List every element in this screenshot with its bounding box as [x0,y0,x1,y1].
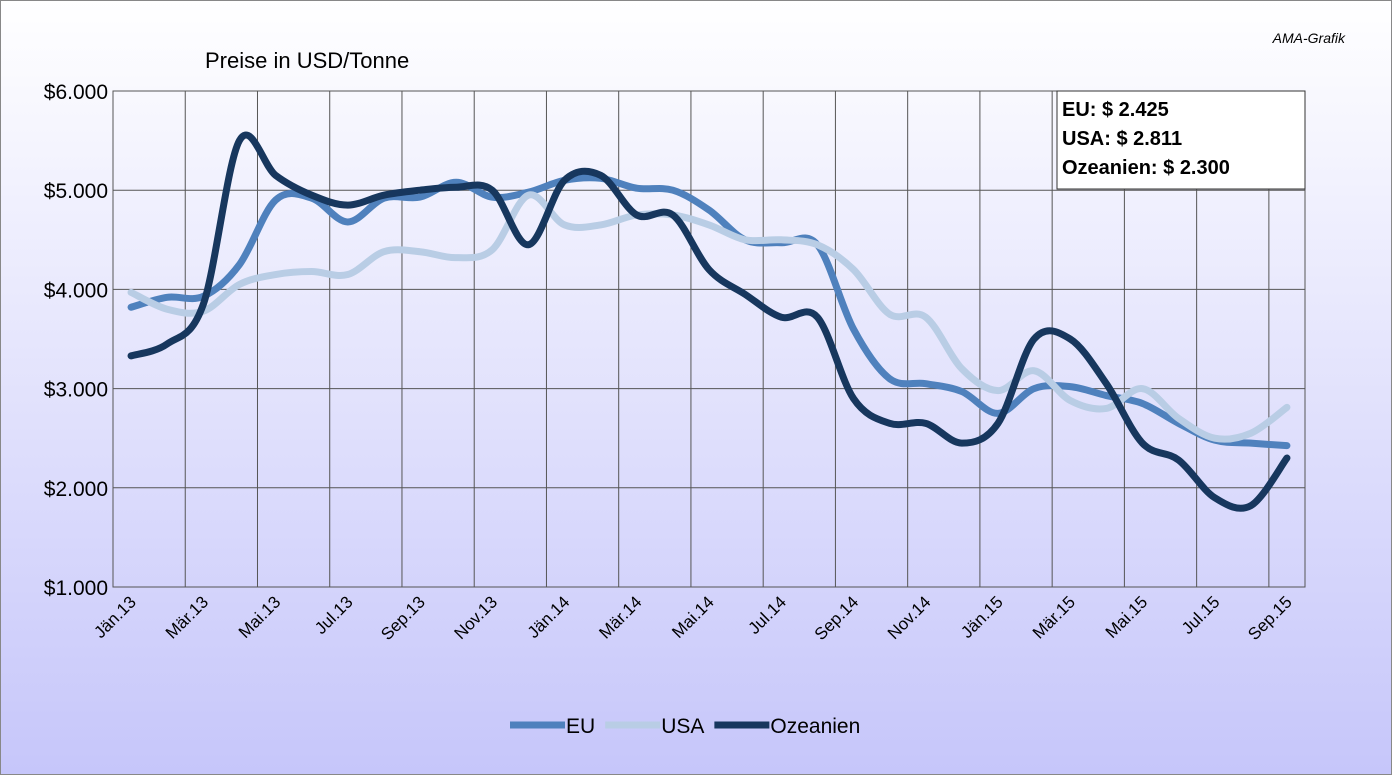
series-line [127,131,1291,512]
annotation: Ozeanien: $ 2.300 [1062,157,1230,179]
y-tick-label: $2.000 [44,478,108,501]
series-line [127,174,1291,450]
annotation: USA: $ 2.811 [1062,128,1182,150]
legend-label: Ozeanien [770,715,860,738]
y-tick-label: $6.000 [44,81,108,104]
legend-label: USA [661,715,704,738]
y-tick-label: $3.000 [44,379,108,402]
y-tick-label: $5.000 [44,180,108,203]
series-line [127,191,1291,443]
y-tick-label: $4.000 [44,279,108,302]
annotation-box [1056,90,1306,190]
annotation: EU: $ 2.425 [1062,99,1169,121]
chart-title: Preise in USD/Tonne [205,48,409,73]
y-tick-label: $1.000 [44,577,108,600]
legend-label: EU [566,715,595,738]
source: AMA-Grafik [1272,30,1346,46]
